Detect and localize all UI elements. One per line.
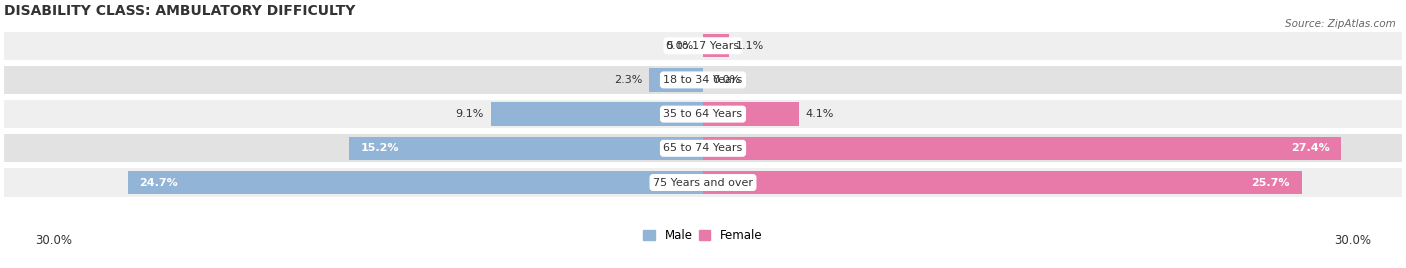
Bar bbox=[4, 32, 1402, 60]
Bar bbox=[703, 102, 799, 126]
Text: Source: ZipAtlas.com: Source: ZipAtlas.com bbox=[1285, 19, 1396, 29]
Text: 27.4%: 27.4% bbox=[1291, 143, 1330, 153]
Text: 65 to 74 Years: 65 to 74 Years bbox=[664, 143, 742, 153]
Bar bbox=[128, 171, 703, 194]
Text: 18 to 34 Years: 18 to 34 Years bbox=[664, 75, 742, 85]
Bar bbox=[4, 134, 1402, 162]
Text: 30.0%: 30.0% bbox=[1334, 233, 1371, 247]
Bar bbox=[4, 169, 1402, 196]
Bar bbox=[703, 171, 1302, 194]
Legend: Male, Female: Male, Female bbox=[641, 226, 765, 244]
Bar bbox=[349, 137, 703, 160]
Bar bbox=[4, 100, 1402, 128]
Bar bbox=[703, 34, 728, 57]
Text: DISABILITY CLASS: AMBULATORY DIFFICULTY: DISABILITY CLASS: AMBULATORY DIFFICULTY bbox=[4, 4, 356, 18]
Text: 30.0%: 30.0% bbox=[35, 233, 72, 247]
Bar bbox=[4, 66, 1402, 94]
Text: 35 to 64 Years: 35 to 64 Years bbox=[664, 109, 742, 119]
Text: 75 Years and over: 75 Years and over bbox=[652, 177, 754, 188]
Text: 5 to 17 Years: 5 to 17 Years bbox=[666, 41, 740, 51]
Text: 2.3%: 2.3% bbox=[614, 75, 643, 85]
Bar bbox=[650, 68, 703, 92]
Text: 9.1%: 9.1% bbox=[456, 109, 484, 119]
Bar bbox=[491, 102, 703, 126]
Text: 25.7%: 25.7% bbox=[1251, 177, 1291, 188]
Text: 4.1%: 4.1% bbox=[806, 109, 834, 119]
Bar bbox=[703, 137, 1341, 160]
Text: 0.0%: 0.0% bbox=[713, 75, 741, 85]
Text: 1.1%: 1.1% bbox=[735, 41, 763, 51]
Text: 15.2%: 15.2% bbox=[360, 143, 399, 153]
Text: 24.7%: 24.7% bbox=[139, 177, 179, 188]
Text: 0.0%: 0.0% bbox=[665, 41, 693, 51]
